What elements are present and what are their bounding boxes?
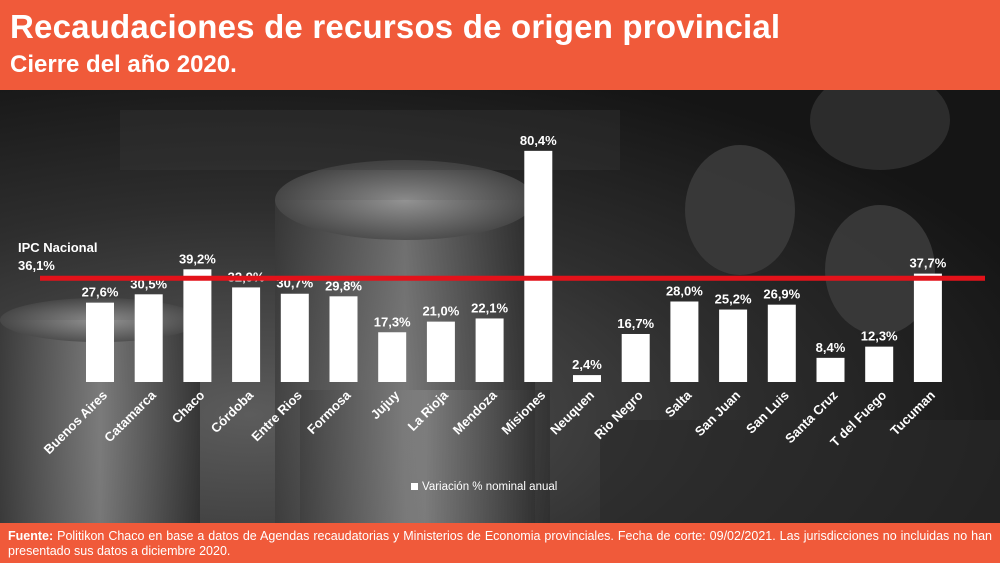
bar-misiones bbox=[524, 150, 553, 382]
category-label-la-rioja: La Rioja bbox=[405, 387, 452, 434]
value-label-t-del-fuego: 12,3% bbox=[861, 329, 898, 344]
category-label-chaco: Chaco bbox=[169, 387, 208, 426]
source-label: Fuente: bbox=[8, 529, 54, 543]
value-label-mendoza: 22,1% bbox=[471, 300, 508, 315]
bar-neuquen bbox=[573, 375, 601, 382]
value-label-jujuy: 17,3% bbox=[374, 314, 411, 329]
value-label-salta: 28,0% bbox=[666, 284, 703, 299]
legend-swatch bbox=[411, 483, 418, 490]
source-text: Politikon Chaco en base a datos de Agend… bbox=[8, 529, 992, 558]
category-label-mendoza: Mendoza bbox=[450, 387, 500, 437]
ipc-reference-value: 36,1% bbox=[18, 258, 55, 273]
value-label-misiones: 80,4% bbox=[520, 133, 557, 148]
bar-catamarca bbox=[134, 294, 163, 382]
value-labels-group: 27,6%30,5%39,2%32,9%30,7%29,8%17,3%21,0%… bbox=[82, 133, 947, 372]
bar-chart: 27,6%30,5%39,2%32,9%30,7%29,8%17,3%21,0%… bbox=[18, 133, 985, 493]
category-label-jujuy: Jujuy bbox=[368, 387, 403, 422]
value-label-rio-negro: 16,7% bbox=[617, 316, 654, 331]
bar-san-luis bbox=[767, 304, 796, 382]
value-label-santa-cruz: 8,4% bbox=[816, 340, 846, 355]
bar-formosa bbox=[329, 296, 358, 382]
value-label-san-luis: 26,9% bbox=[763, 287, 800, 302]
bar-jujuy bbox=[378, 332, 407, 382]
category-label-tucuman: Tucuman bbox=[887, 387, 938, 438]
bar-chaco bbox=[183, 269, 212, 382]
legend: Variación % nominal anual bbox=[411, 481, 557, 493]
bar-buenos-aires bbox=[86, 302, 114, 382]
category-label-catamarca: Catamarca bbox=[101, 387, 159, 445]
category-label-formosa: Formosa bbox=[304, 387, 354, 437]
category-label-san-luis: San Luis bbox=[743, 388, 792, 437]
category-label-rio-negro: Rio Negro bbox=[591, 387, 646, 442]
value-label-neuquen: 2,4% bbox=[572, 357, 602, 372]
category-label-misiones: Misiones bbox=[498, 388, 548, 438]
bar-mendoza bbox=[475, 318, 504, 382]
value-label-tucuman: 37,7% bbox=[909, 256, 946, 271]
value-label-san-juan: 25,2% bbox=[715, 292, 752, 307]
bar-santa-cruz bbox=[816, 357, 845, 382]
page-subtitle: Cierre del año 2020. bbox=[10, 51, 237, 78]
value-label-buenos-aires: 27,6% bbox=[82, 285, 119, 300]
header-banner: Recaudaciones de recursos de origen prov… bbox=[0, 0, 1000, 90]
bar-entre-rios bbox=[280, 293, 309, 382]
bar-la-rioja bbox=[426, 321, 455, 382]
bar-t-del-fuego bbox=[865, 346, 894, 382]
category-label-neuquen: Neuquen bbox=[547, 387, 597, 437]
category-label-entre-rios: Entre Rios bbox=[248, 388, 305, 445]
bar-salta bbox=[670, 301, 699, 382]
value-label-la-rioja: 21,0% bbox=[422, 304, 459, 319]
ipc-reference-label: IPC Nacional bbox=[18, 240, 97, 255]
bars-group bbox=[86, 150, 942, 382]
legend-label: Variación % nominal anual bbox=[422, 481, 557, 493]
category-label-san-juan: San Juan bbox=[692, 387, 744, 439]
value-label-chaco: 39,2% bbox=[179, 251, 216, 266]
category-label-cordoba: Córdoba bbox=[208, 387, 257, 436]
value-label-formosa: 29,8% bbox=[325, 278, 362, 293]
bar-tucuman bbox=[913, 273, 942, 382]
footer-banner: Fuente: Politikon Chaco en base a datos … bbox=[0, 523, 1000, 563]
coins-background-art bbox=[0, 90, 1000, 523]
bar-san-juan bbox=[719, 309, 748, 382]
source-note: Fuente: Politikon Chaco en base a datos … bbox=[8, 529, 992, 559]
bar-rio-negro bbox=[621, 333, 650, 382]
page-title: Recaudaciones de recursos de origen prov… bbox=[10, 8, 781, 45]
coins-background-image bbox=[0, 90, 1000, 523]
category-label-buenos-aires: Buenos Aires bbox=[41, 388, 111, 458]
bar-cordoba bbox=[232, 287, 261, 382]
category-label-salta: Salta bbox=[662, 387, 695, 420]
